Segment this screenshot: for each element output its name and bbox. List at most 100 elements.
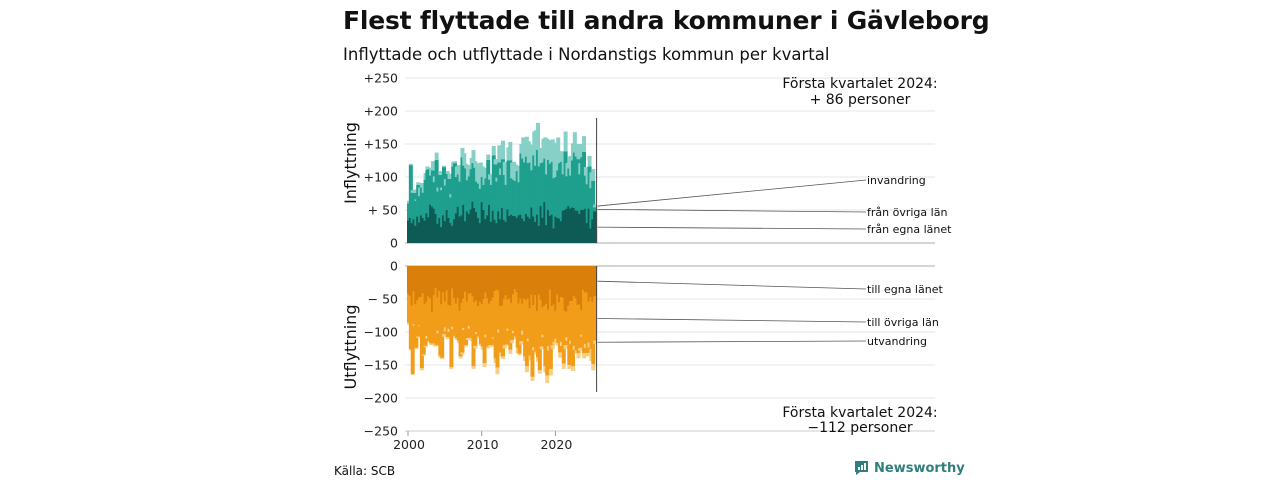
- bar-in-segment: [591, 169, 596, 181]
- bar-out-segment: [567, 365, 572, 369]
- bar-out-segment: [449, 366, 454, 369]
- annotation-in-value: + 86 personer: [810, 92, 911, 108]
- annotation-in-heading: Första kvartalet 2024:: [782, 76, 937, 92]
- source-note: Källa: SCB: [334, 464, 396, 478]
- y-tick-label: +250: [364, 71, 398, 86]
- bar-in-segment: [475, 163, 480, 182]
- bar-in-segment: [572, 132, 577, 153]
- bar-out-segment: [416, 336, 421, 338]
- bar-out-segment: [445, 337, 450, 340]
- series-leader-line: [597, 179, 867, 207]
- bar-out-segment: [519, 341, 524, 345]
- bar-in-segment: [471, 149, 476, 164]
- bar-out-segment: [482, 363, 487, 367]
- bar-out-segment: [545, 375, 550, 383]
- bar-out-segment: [504, 344, 509, 346]
- chart-subtitle: Inflyttade och utflyttade i Nordanstigs …: [343, 45, 830, 64]
- series-label-till-ovriga-lan: till övriga län: [867, 316, 939, 329]
- newsworthy-logo-icon: [855, 461, 868, 475]
- bar-in-segment: [408, 163, 413, 166]
- y-tick-label: +150: [364, 137, 398, 152]
- series-label-invandring: invandring: [867, 174, 926, 187]
- bar-in-segment: [412, 189, 417, 193]
- series-leader-line: [597, 340, 867, 343]
- brand-logo[interactable]: Newsworthy: [854, 460, 965, 476]
- bar-out-segment: [410, 305, 415, 375]
- x-tick-label: 2000: [393, 437, 425, 452]
- bar-in-segment: [563, 131, 568, 152]
- series-leader-line: [597, 318, 867, 323]
- y-axis-title-inflyttning: Inflyttning: [341, 122, 360, 204]
- bar-out-segment: [524, 366, 529, 373]
- y-tick-label: −200: [364, 391, 398, 406]
- series-leader-line: [597, 280, 867, 290]
- bar-out-segment: [578, 347, 583, 352]
- x-tick-label: 2020: [540, 437, 572, 452]
- bar-out-segment: [517, 353, 522, 356]
- bar-out-segment: [552, 341, 557, 345]
- bar-in-segment: [521, 137, 526, 159]
- y-tick-label: +100: [364, 170, 398, 185]
- series-label-till-egna-lanet: till egna länet: [867, 283, 943, 296]
- bar-in-segment: [500, 140, 505, 160]
- bar-out-segment: [419, 368, 424, 371]
- bar-out-segment: [593, 296, 598, 341]
- y-tick-label: 0: [390, 259, 398, 274]
- bar-in-segment: [587, 155, 592, 167]
- bar-in-segment: [593, 204, 598, 208]
- bar-in-segment: [508, 142, 513, 161]
- bar-in-segment: [419, 182, 424, 188]
- y-tick-label: − 50: [368, 292, 398, 307]
- bar-out-segment: [500, 356, 505, 360]
- y-tick-label: 0: [390, 236, 398, 251]
- bar-out-segment: [510, 339, 515, 344]
- bar-in-segment: [593, 207, 598, 212]
- bar-out-segment: [593, 266, 598, 297]
- series-leader-line: [597, 208, 867, 213]
- bar-out-segment: [421, 354, 426, 356]
- bar-out-segment: [464, 345, 469, 347]
- bar-out-segment: [449, 305, 454, 367]
- bar-in-segment: [497, 145, 502, 163]
- bar-in-segment: [486, 154, 491, 160]
- bar-out-segment: [410, 374, 415, 375]
- bar-in-segment: [416, 182, 421, 185]
- chart-title: Flest flyttade till andra kommuner i Gäv…: [343, 6, 990, 35]
- bar-in-segment: [453, 161, 458, 164]
- bar-in-segment: [591, 180, 596, 220]
- bar-in-segment: [442, 165, 447, 168]
- bar-out-segment: [570, 366, 575, 371]
- bar-in-segment: [445, 171, 450, 174]
- y-tick-label: −100: [364, 325, 398, 340]
- bar-in-segment: [535, 122, 540, 150]
- bar-out-segment: [537, 370, 542, 374]
- bar-out-segment: [591, 364, 596, 371]
- bar-in-segment: [491, 145, 496, 156]
- y-tick-label: −150: [364, 358, 398, 373]
- bar-out-segment: [486, 346, 491, 349]
- bar-out-segment: [442, 333, 447, 337]
- bar-out-segment: [576, 353, 581, 359]
- bar-out-segment: [423, 345, 428, 348]
- bar-out-segment: [473, 345, 478, 349]
- bar-out-segment: [530, 376, 535, 381]
- x-tick-label: 2010: [467, 437, 499, 452]
- brand-name: Newsworthy: [874, 460, 965, 476]
- bar-in-segment: [438, 171, 443, 176]
- bar-out-segment: [465, 337, 470, 340]
- bar-out-segment: [582, 353, 587, 359]
- bar-out-segment: [558, 352, 563, 358]
- bar-out-segment: [414, 347, 419, 350]
- bar-in-segment: [434, 152, 439, 160]
- series-label-utvandring: utvandring: [867, 335, 927, 348]
- bar-in-segment: [460, 147, 465, 158]
- bar-out-segment: [585, 353, 590, 357]
- series-leader-line: [597, 226, 867, 230]
- annotation-out-heading: Första kvartalet 2024:: [782, 405, 937, 421]
- y-tick-label: +200: [364, 104, 398, 119]
- series-label-fran-egna-lanet: från egna länet: [867, 223, 952, 236]
- bar-in-segment: [434, 159, 439, 214]
- bar-out-segment: [502, 345, 507, 349]
- y-tick-label: + 50: [368, 203, 398, 218]
